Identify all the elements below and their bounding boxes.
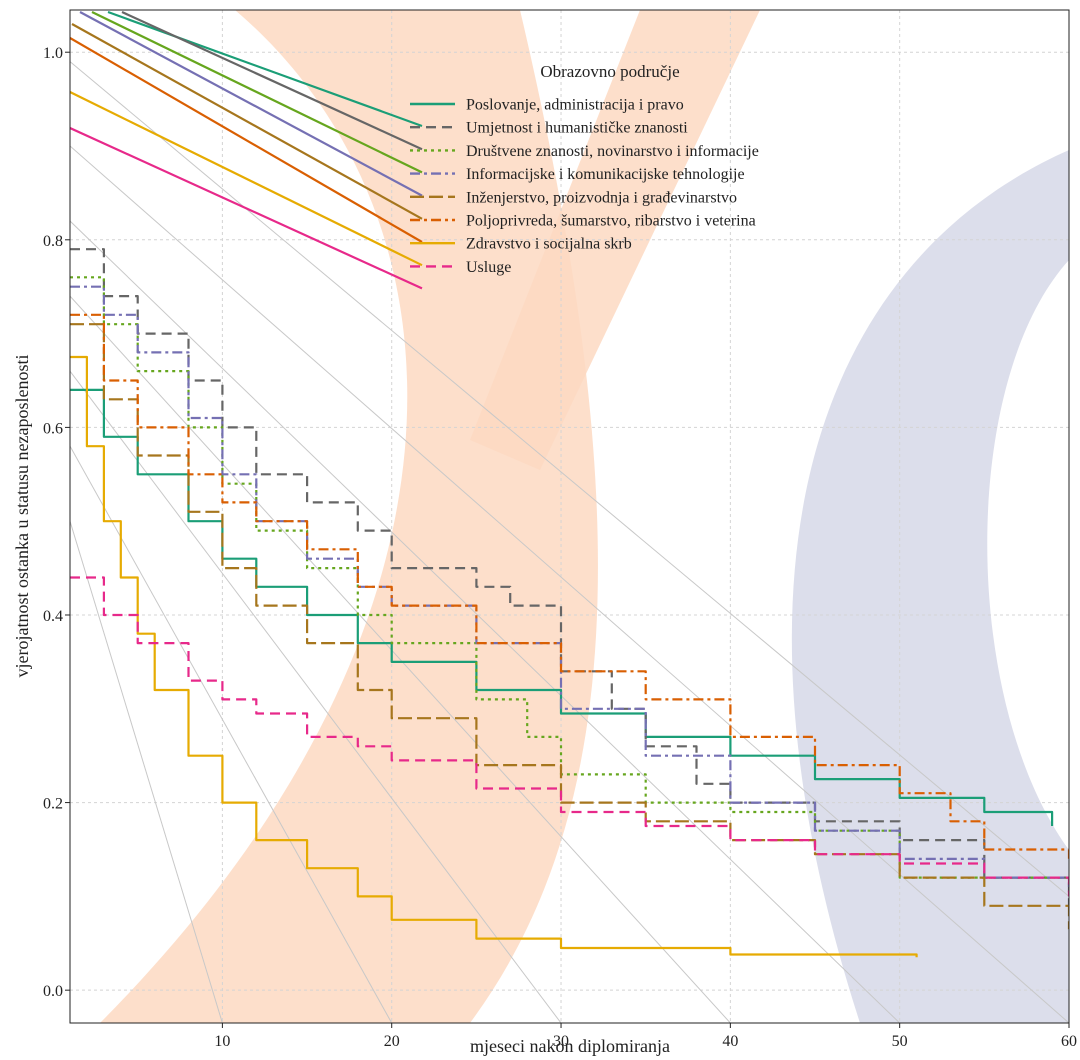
legend-title: Obrazovno područje: [540, 62, 679, 81]
y-tick-label-4: 0.8: [43, 233, 63, 250]
legend-leader-3: [79, 11, 423, 197]
series-line-3: [70, 285, 1069, 887]
series-line-0: [70, 388, 1054, 826]
series-line-5: [70, 313, 1069, 859]
x-tick-label-2: 30: [553, 1033, 569, 1050]
legend-label-6: Zdravstvo i socijalna skrb: [466, 236, 632, 253]
legend-leader-5: [70, 37, 423, 243]
reference-lines: [70, 61, 1069, 1023]
x-tick-label-0: 10: [214, 1033, 230, 1050]
x-tick-label-4: 50: [892, 1033, 908, 1050]
reference-line-5: [70, 145, 1069, 1023]
legend-label-4: Inženjerstvo, proizvodnja i građevinarst…: [466, 189, 737, 206]
watermark-orange-stripe: [470, 10, 760, 470]
legend-label-0: Poslovanje, administracija i pravo: [466, 97, 684, 114]
ticks: 10 20 30 40 50 60 0.0 0.2 0.4 0.6 0.8 1.0: [43, 45, 1077, 1050]
y-tick-label-0: 0.0: [43, 983, 63, 1000]
legend: Obrazovno područje Poslovanje, administr…: [410, 62, 759, 276]
reference-line-1: [70, 445, 393, 1023]
legend-label-1: Umjetnost i humanističke znanosti: [466, 120, 688, 137]
series-group: [70, 248, 1069, 958]
series-line-1: [70, 248, 1069, 906]
legend-label-7: Usluge: [466, 259, 511, 276]
legend-label-2: Društvene znanosti, novinarstvo i inform…: [466, 143, 759, 160]
series-line-7: [70, 576, 1069, 897]
watermark: [100, 10, 1069, 1023]
y-tick-label-2: 0.4: [43, 608, 63, 625]
reference-line-3: [70, 295, 731, 1023]
reference-line-6: [70, 61, 1069, 897]
legend-leader-7: [70, 126, 423, 290]
reference-line-0: [70, 521, 223, 1023]
legend-label-5: Poljoprivreda, šumarstvo, ribarstvo i ve…: [466, 213, 756, 230]
y-tick-label-3: 0.6: [43, 420, 63, 437]
reference-line-2: [70, 370, 562, 1023]
legend-leader-4: [71, 23, 423, 220]
y-tick-label-5: 1.0: [43, 45, 63, 62]
y-axis-title: vjerojatnost ostanka u statusu nezaposle…: [12, 355, 32, 678]
legend-leader-1: [121, 10, 423, 151]
legend-leader-lines: [70, 10, 423, 290]
y-tick-label-1: 0.2: [43, 796, 63, 813]
plot-frame: [69, 9, 1070, 1024]
series-line-2: [70, 276, 1069, 879]
x-tick-label-5: 60: [1061, 1033, 1077, 1050]
series-line-6: [70, 355, 918, 958]
x-tick-label-1: 20: [384, 1033, 400, 1050]
legend-leader-0: [107, 10, 423, 128]
legend-leader-6: [70, 91, 423, 267]
x-axis-title: mjeseci nakon diplomiranja: [470, 1036, 670, 1056]
legend-leader-2: [91, 11, 423, 174]
reference-line-4: [70, 220, 901, 1023]
watermark-orange-arc: [100, 10, 598, 1023]
x-tick-label-3: 40: [722, 1033, 738, 1050]
watermark-gray-arc: [791, 150, 1069, 1023]
legend-label-3: Informacijske i komunikacijske tehnologi…: [466, 166, 745, 183]
